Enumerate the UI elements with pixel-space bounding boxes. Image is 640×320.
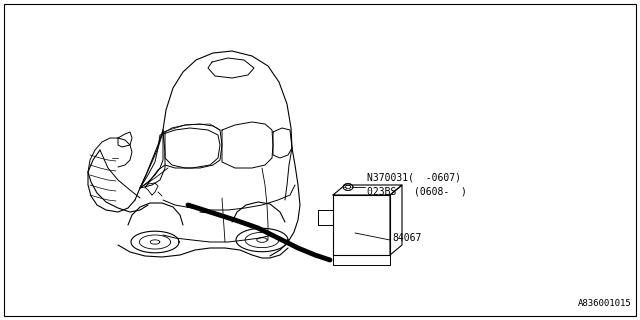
Text: A836001015: A836001015 <box>579 299 632 308</box>
Text: 023BS   (0608-  ): 023BS (0608- ) <box>367 186 467 196</box>
Text: 84067: 84067 <box>392 233 421 243</box>
Text: N370031(  -0607): N370031( -0607) <box>367 173 461 183</box>
